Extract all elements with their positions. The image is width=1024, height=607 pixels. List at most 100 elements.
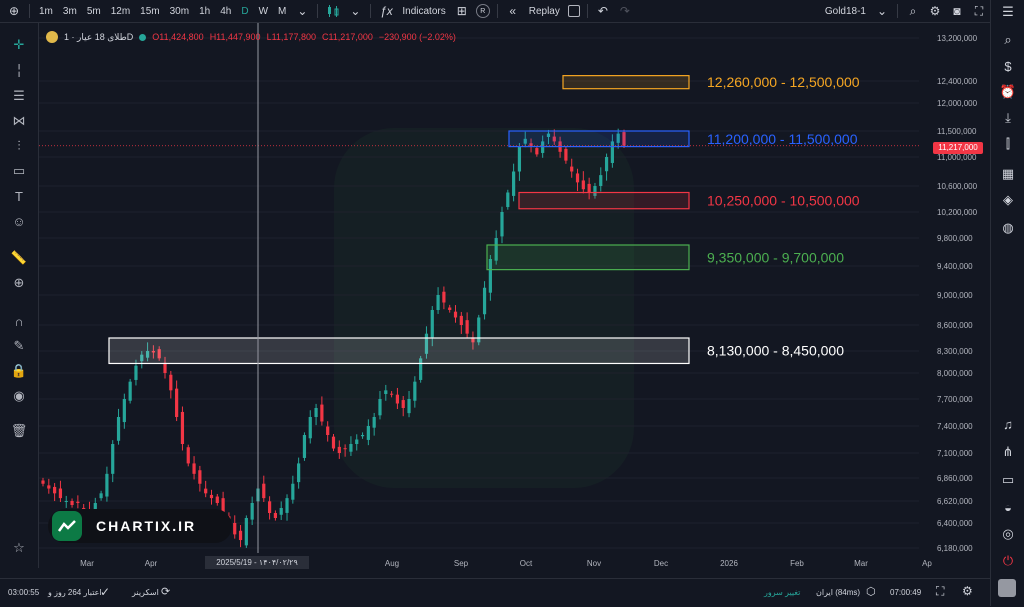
globe-icon[interactable]: ◍: [1002, 220, 1014, 235]
timeframe-m[interactable]: M: [278, 5, 287, 17]
chart-type-chevron-icon[interactable]: ⌄: [350, 4, 361, 18]
magnet-icon[interactable]: ∩: [14, 313, 24, 329]
y-tick-label: 6,180,000: [937, 544, 973, 553]
zoom-in-icon[interactable]: ⊕: [13, 275, 25, 290]
candle-body: [326, 426, 330, 435]
divider: [586, 4, 588, 18]
timeframe-1m[interactable]: 1m: [39, 5, 53, 17]
bottom-settings-icon[interactable]: ⚙: [962, 584, 973, 598]
candle-body: [221, 498, 225, 513]
chart-canvas[interactable]: 13,200,000 12,400,000 12,000,000 11,500,000…: [39, 23, 989, 568]
avatar[interactable]: [998, 579, 1016, 597]
divider: [370, 4, 372, 18]
indicators-icon[interactable]: ƒx: [380, 4, 393, 18]
checkbox-icon[interactable]: [567, 5, 580, 17]
indicators-button[interactable]: Indicators: [402, 5, 446, 17]
trash-icon[interactable]: 🗑: [10, 423, 28, 438]
horizontal-lines-icon[interactable]: ☰: [13, 88, 25, 103]
candle-body: [64, 501, 68, 502]
candle-body: [395, 394, 400, 404]
candle-body: [390, 393, 394, 395]
candle-body: [448, 307, 452, 310]
calendar-check-icon[interactable]: ✓: [100, 585, 111, 599]
candle-body: [122, 399, 126, 423]
x-tick-label: Feb: [790, 559, 804, 568]
r-badge-icon[interactable]: R: [475, 4, 490, 18]
fullscreen-bottom-icon[interactable]: ⛶: [936, 584, 945, 598]
replay-icon[interactable]: «: [509, 4, 517, 18]
fullscreen-icon[interactable]: ⛶: [974, 3, 984, 18]
timeframe-w[interactable]: W: [258, 5, 269, 17]
server-change-button[interactable]: تغییر سرور: [764, 588, 801, 597]
ruler-icon[interactable]: 📏: [10, 250, 28, 265]
power-icon[interactable]: ⏻: [1002, 553, 1014, 568]
emoji-icon[interactable]: ☺: [12, 213, 26, 229]
top-toolbar: ⊕ 1m 3m 5m 12m 15m 30m 1h 4h D W M ⌄ ⌄ ƒx Indicato…: [0, 0, 990, 23]
add-symbol-icon[interactable]: ⊕: [8, 4, 20, 18]
alarm-icon[interactable]: ⏰: [999, 84, 1017, 99]
calendar-icon[interactable]: ▦: [1001, 166, 1015, 181]
candle-body: [430, 310, 434, 338]
rectangle-tool-icon[interactable]: ▭: [12, 163, 26, 178]
candles-chart-type-icon[interactable]: [325, 3, 341, 19]
undo-icon[interactable]: ↶: [597, 4, 608, 18]
candle-body: [610, 141, 614, 163]
settings-gear-icon[interactable]: ⚙: [929, 4, 941, 18]
screener-button[interactable]: اسکرینر: [132, 588, 159, 597]
download-icon[interactable]: ⤓: [1005, 110, 1011, 125]
y-tick-label: 9,400,000: [937, 262, 973, 271]
crosshair-icon[interactable]: ✛: [13, 37, 25, 52]
candle-body: [517, 146, 522, 172]
search-zoom-icon[interactable]: ⌕: [909, 3, 917, 18]
timeframe-4h[interactable]: 4h: [220, 5, 232, 17]
candle-body: [337, 446, 341, 453]
favorites-star-icon[interactable]: ☆: [13, 540, 25, 555]
timeframe-3m[interactable]: 3m: [62, 5, 77, 17]
symbol-chevron-icon[interactable]: ⌄: [876, 4, 888, 18]
chart-area[interactable]: 13,200,000 12,400,000 12,000,000 11,500,000…: [39, 23, 989, 568]
candle-body: [355, 439, 359, 444]
candle-body: [575, 173, 580, 183]
candle-body: [477, 317, 481, 343]
chat-icon[interactable]: ◎: [1002, 526, 1014, 541]
headset-icon[interactable]: ♫: [1003, 416, 1013, 432]
layers-icon[interactable]: ◈: [1003, 192, 1013, 207]
timeframe-15m[interactable]: 15m: [140, 5, 160, 17]
layouts-icon[interactable]: ⊞: [456, 4, 467, 18]
share-icon[interactable]: ⋔: [1002, 444, 1014, 459]
server-icon[interactable]: ⬡: [866, 586, 876, 598]
timeframe-5m[interactable]: 5m: [86, 5, 101, 17]
timeframe-1h[interactable]: 1h: [199, 5, 211, 17]
y-tick-label: 7,400,000: [937, 422, 973, 431]
symbol-name[interactable]: Gold18-1: [824, 5, 866, 17]
pattern-icon[interactable]: ⋈: [12, 113, 26, 128]
redo-icon[interactable]: ↷: [619, 4, 630, 18]
card-icon[interactable]: ▭: [1001, 472, 1015, 487]
filter-icon[interactable]: ⫿: [1005, 136, 1011, 151]
x-tick-label: Sep: [454, 559, 469, 568]
fib-tool-icon[interactable]: ⫶: [17, 138, 21, 153]
pencil-lock-icon[interactable]: ✎: [13, 338, 25, 353]
timeframe-30m[interactable]: 30m: [169, 5, 190, 17]
candle-body: [407, 399, 411, 414]
replay-button[interactable]: Replay: [528, 5, 560, 17]
eye-icon[interactable]: ◉: [13, 388, 25, 403]
screener-icon[interactable]: ⟳: [161, 586, 171, 598]
timeframe-12m[interactable]: 12m: [110, 5, 131, 17]
timeframe-d[interactable]: D: [241, 5, 249, 17]
candle-body: [587, 183, 591, 193]
chevron-down-icon[interactable]: ⌄: [297, 4, 308, 18]
lock-icon[interactable]: 🔒: [10, 363, 28, 378]
text-tool-icon[interactable]: T: [15, 188, 23, 204]
candle-body: [331, 436, 336, 449]
candle-body: [366, 426, 370, 440]
candle-body: [459, 315, 463, 325]
search-icon[interactable]: ⌕: [1004, 32, 1012, 47]
trend-line-icon[interactable]: ╎: [15, 63, 23, 78]
x-tick-label: Nov: [587, 559, 601, 568]
camera-icon[interactable]: ◙: [953, 4, 961, 18]
dollar-icon[interactable]: $: [1004, 58, 1012, 74]
android-icon[interactable]: ◒: [1004, 499, 1012, 515]
legend-symbol: طلای 18 عیار · 1D: [64, 31, 134, 42]
menu-icon[interactable]: ☰: [1002, 4, 1014, 19]
